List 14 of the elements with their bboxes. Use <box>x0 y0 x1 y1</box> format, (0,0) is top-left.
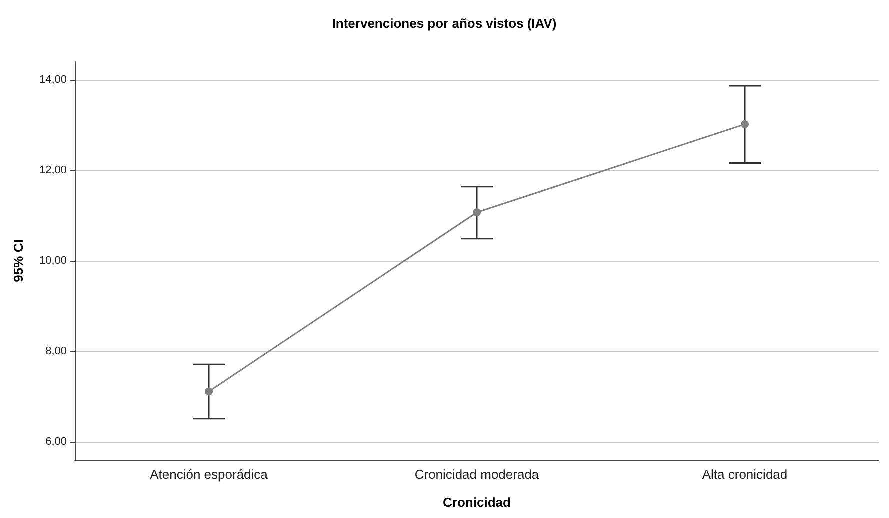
point <box>741 120 749 128</box>
y-tick-label: 10,00 <box>39 255 67 267</box>
x-axis-title: Cronicidad <box>443 495 511 510</box>
x-tick-label: Alta cronicidad <box>702 467 788 482</box>
y-tick-label: 8,00 <box>46 345 67 358</box>
point <box>473 208 481 217</box>
x-tick-label: Atención esporádica <box>150 467 269 482</box>
y-tick-label: 6,00 <box>46 436 67 448</box>
y-tick-label: 14,00 <box>39 74 67 86</box>
y-axis-title: 95% CI <box>11 240 26 282</box>
point <box>205 388 213 396</box>
y-tick-label: 12,00 <box>39 164 67 177</box>
x-tick-label: Cronicidad moderada <box>414 467 540 482</box>
chart-title: Intervenciones por años vistos (IAV) <box>332 16 557 31</box>
